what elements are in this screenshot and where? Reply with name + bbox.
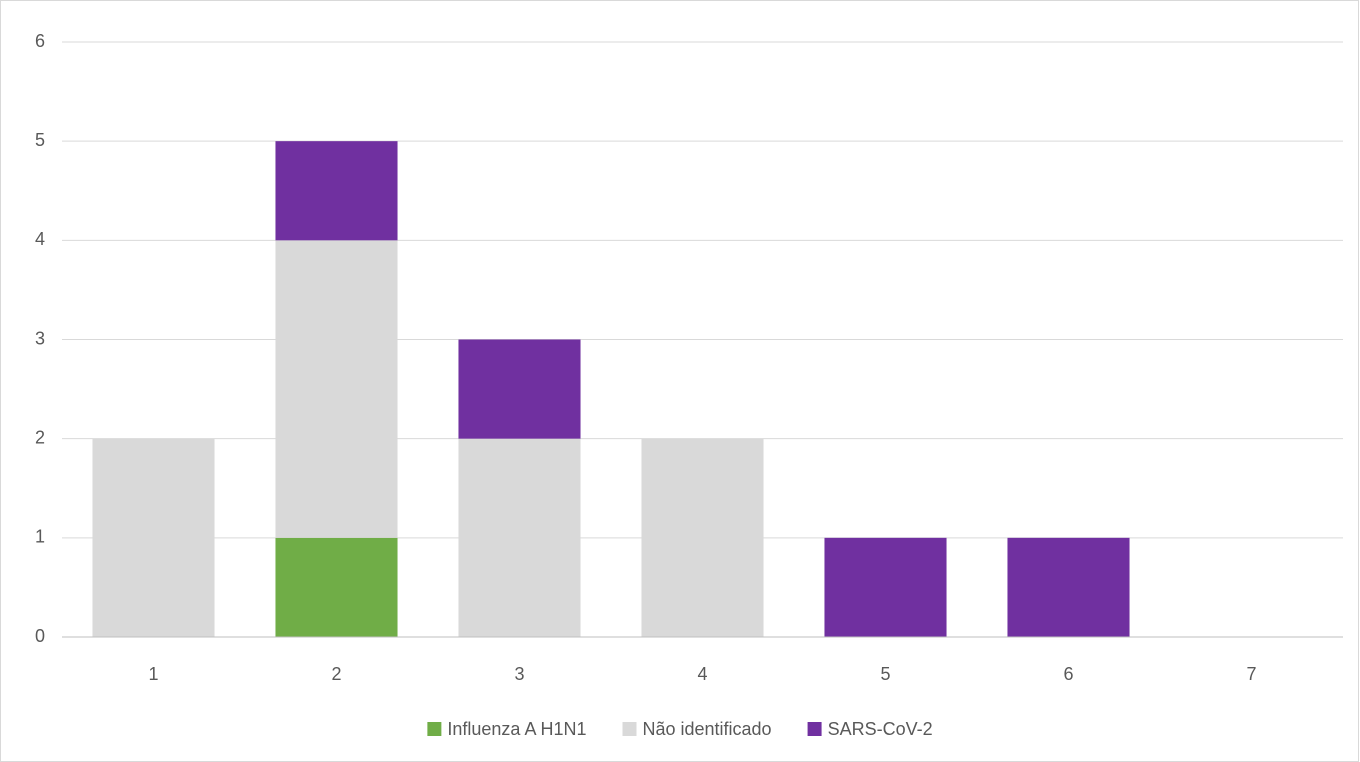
bar-segment: [275, 240, 398, 538]
legend-label: Não identificado: [642, 719, 771, 739]
x-tick-label: 2: [331, 664, 341, 684]
x-tick-label: 3: [514, 664, 524, 684]
x-tick-label: 1: [148, 664, 158, 684]
y-tick-label: 6: [35, 31, 45, 51]
y-tick-label: 5: [35, 130, 45, 150]
bar-segment: [275, 537, 398, 637]
y-tick-label: 1: [35, 527, 45, 547]
x-tick-label: 5: [880, 664, 890, 684]
x-tick-label: 4: [697, 664, 707, 684]
y-tick-label: 2: [35, 427, 45, 447]
bar-segment: [92, 438, 215, 637]
x-tick-label: 7: [1246, 664, 1256, 684]
bar-segment: [641, 438, 764, 637]
y-tick-label: 4: [35, 229, 45, 249]
x-tick-label: 6: [1063, 664, 1073, 684]
legend-swatch: [427, 722, 442, 736]
legend-label: SARS-CoV-2: [828, 719, 933, 739]
legend-label: Influenza A H1N1: [447, 719, 586, 739]
bar-segment: [275, 141, 398, 241]
legend-swatch: [807, 722, 822, 736]
y-tick-label: 3: [35, 328, 45, 348]
bar-segment: [458, 339, 581, 439]
bar-segment: [1007, 537, 1130, 637]
y-tick-label: 0: [35, 626, 45, 646]
bar-segment: [824, 537, 947, 637]
legend-swatch: [622, 722, 637, 736]
bar-segment: [458, 438, 581, 637]
